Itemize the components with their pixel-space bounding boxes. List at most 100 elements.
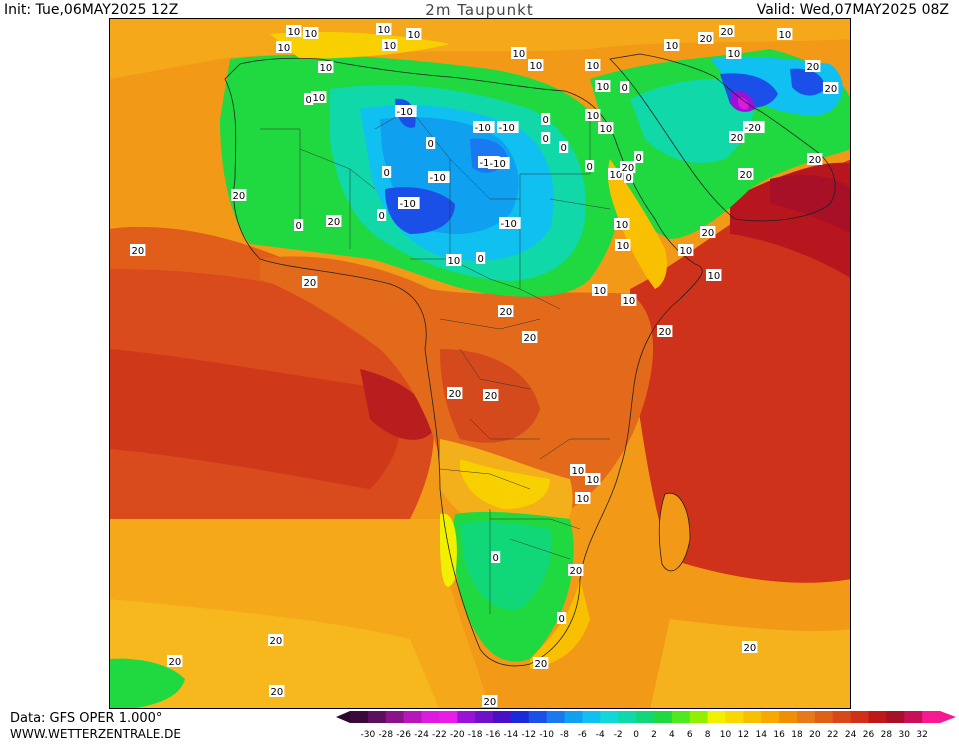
legend-tick-label: 2 [651,730,657,740]
legend-tick-label: -24 [414,730,429,740]
contour-label: 20 [729,131,745,144]
contour-label: 10 [585,59,601,72]
svg-text:10: 10 [728,49,741,60]
legend-swatch [475,711,494,723]
contour-label: 10 [608,168,624,181]
svg-text:0: 0 [493,553,499,564]
legend-tick-label: -10 [539,730,554,740]
legend-tick-label: -12 [521,730,536,740]
legend-tick-label: -14 [504,730,519,740]
svg-text:0: 0 [543,134,549,145]
legend-swatch [832,711,852,723]
legend-tick-label: 4 [669,730,675,740]
contour-label: 20 [657,325,673,338]
contour-label: 20 [326,215,342,228]
data-source: Data: GFS OPER 1.000° [10,711,163,726]
svg-text:20: 20 [731,133,744,144]
contour-label: 0 [382,166,392,179]
svg-text:10: 10 [384,41,397,52]
svg-text:-10: -10 [400,199,416,210]
svg-text:10: 10 [288,27,301,38]
svg-text:20: 20 [270,636,283,647]
map-title: 2m Taupunkt [425,1,534,19]
svg-text:20: 20 [524,333,537,344]
contour-label: 0 [541,132,551,145]
legend-swatch [850,711,869,723]
contour-label: 0 [559,141,569,154]
contour-label: 0 [294,219,304,232]
svg-text:10: 10 [666,41,679,52]
legend-tick-label: -4 [596,730,605,740]
contour-label: 10 [706,269,722,282]
contour-label: 20 [482,695,498,708]
svg-text:10: 10 [577,494,590,505]
svg-text:10: 10 [305,29,318,40]
legend-tick-label: -30 [361,730,376,740]
contour-label: 10 [570,464,586,477]
legend-tick-label: 8 [705,730,711,740]
contour-label: 10 [528,59,544,72]
contour-label: 20 [231,189,247,202]
legend-swatch [868,711,887,723]
contour-label: 10 [511,47,527,60]
contour-label: 10 [621,294,637,307]
legend-swatch [689,711,709,723]
svg-text:0: 0 [626,173,632,184]
legend-tick-label: 6 [687,730,693,740]
legend-swatch [743,711,762,723]
contour-label: 10 [406,28,422,41]
svg-text:10: 10 [617,241,630,252]
contour-label: 20 [719,25,735,38]
contour-label: 10 [303,27,319,40]
contour-label: 10 [615,239,631,252]
svg-text:20: 20 [169,657,182,668]
svg-text:20: 20 [535,659,548,670]
contour-label: 20 [447,387,463,400]
svg-text:20: 20 [622,163,635,174]
contour-label: 0 [476,252,486,265]
contour-label: 20 [302,276,318,289]
contour-label: 10 [311,91,327,104]
contour-label: 0 [491,551,501,564]
dewpoint-map: -10 -10 -10 -10 -10 -10 -10 -10 -20 0 0 0 0 0 0 0 0 0 0 0 0 0… [109,18,851,709]
contour-label: 10 [726,47,742,60]
legend-swatch [457,711,476,723]
contour-label: 0 [426,137,436,150]
svg-text:20: 20 [570,566,583,577]
contour-label: -10 [398,197,420,210]
contour-label: -10 [473,121,495,134]
legend-arrow-left [336,711,350,723]
legend-swatch [528,711,548,723]
svg-text:20: 20 [484,697,497,708]
contour-label: 20 [269,685,285,698]
contour-label: 20 [167,655,183,668]
svg-text:10: 10 [597,82,610,93]
svg-text:20: 20 [271,687,284,698]
contour-label: 10 [585,473,601,486]
contour-label: 20 [805,60,821,73]
color-legend: -30 -28 -26 -24 -22 -20 -18 -16 -14 -12 -10 -8 -6 -4-… [330,710,959,741]
legend-swatch [814,711,834,723]
svg-text:0: 0 [622,83,628,94]
legend-tick-label: 30 [899,730,911,740]
legend-swatch [671,711,691,723]
contour-label: 20 [807,153,823,166]
svg-text:20: 20 [721,27,734,38]
contour-label: 20 [498,305,514,318]
legend-swatch [796,711,816,723]
contour-label: 10 [585,109,601,122]
legend-tick-label: 10 [720,730,732,740]
svg-text:0: 0 [636,153,642,164]
svg-text:20: 20 [702,228,715,239]
legend-tick-label: -2 [614,730,623,740]
legend-swatch [439,711,458,723]
svg-text:20: 20 [449,389,462,400]
contour-label: 20 [483,389,499,402]
contour-label: 10 [595,80,611,93]
contour-label: 10 [376,23,392,36]
legend-swatch [653,711,673,723]
contour-label: 10 [614,218,630,231]
legend-swatch [904,711,923,723]
contour-label: 0 [377,209,387,222]
